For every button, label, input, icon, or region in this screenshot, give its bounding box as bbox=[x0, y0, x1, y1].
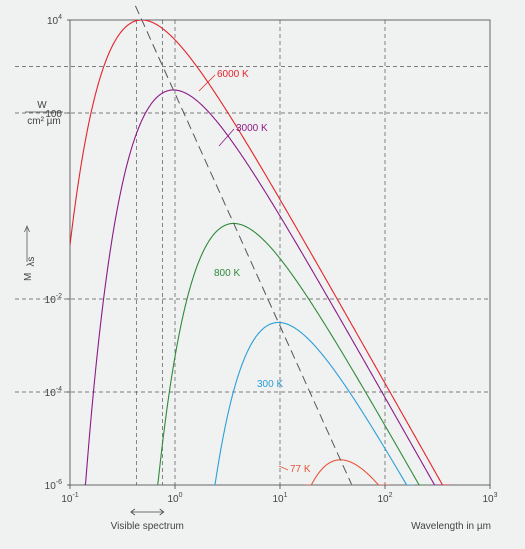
wien-line bbox=[134, 5, 352, 485]
visible-spectrum-arrow-right bbox=[159, 508, 165, 516]
series-line-6000k bbox=[70, 20, 451, 485]
y-unit-denominator: cm² µm bbox=[27, 116, 61, 127]
ticks: 10-6 10-4 10-2 100 104 10-1 100 101 102 103 bbox=[45, 14, 498, 505]
x-tick-label-1: 100 bbox=[167, 492, 182, 505]
y-axis-label: Mλs bbox=[23, 257, 37, 281]
y-axis-arrow-head bbox=[24, 225, 30, 233]
y-tick-label-3: 100 bbox=[45, 109, 62, 120]
series-label-3000k: 3000 K bbox=[236, 123, 268, 134]
y-tick-label-0: 10-6 bbox=[45, 479, 62, 492]
y-unit-numerator: W bbox=[37, 100, 47, 111]
series-leader-3000k bbox=[218, 128, 235, 147]
visible-spectrum-arrow-left bbox=[130, 508, 136, 516]
series-label-77k: 77 K bbox=[290, 464, 311, 475]
y-tick-label-2: 10-2 bbox=[45, 293, 62, 306]
x-tick-label-2: 101 bbox=[272, 492, 287, 505]
x-tick-label-0: 10-1 bbox=[61, 492, 78, 505]
series-leader-6000k bbox=[198, 74, 216, 92]
x-tick-label-3: 102 bbox=[377, 492, 392, 505]
visible-spectrum-label: Visible spectrum bbox=[111, 521, 184, 532]
series-line-3000k bbox=[84, 89, 442, 485]
series-line-800k bbox=[156, 222, 427, 485]
x-axis-label: Wavelength in µm bbox=[411, 521, 491, 532]
grid bbox=[15, 19, 491, 486]
x-tick-label-4: 103 bbox=[482, 492, 497, 505]
y-tick-label-1: 10-4 bbox=[45, 386, 62, 399]
series-line-300k bbox=[213, 321, 415, 485]
series-label-800k: 800 K bbox=[214, 268, 240, 279]
series-line-77k bbox=[305, 459, 390, 485]
series-label-300k: 300 K bbox=[257, 379, 283, 390]
series-label-6000k: 6000 K bbox=[217, 69, 249, 80]
y-tick-label-4: 104 bbox=[47, 14, 62, 27]
series-leader-77k bbox=[278, 465, 289, 471]
curves bbox=[70, 5, 451, 485]
